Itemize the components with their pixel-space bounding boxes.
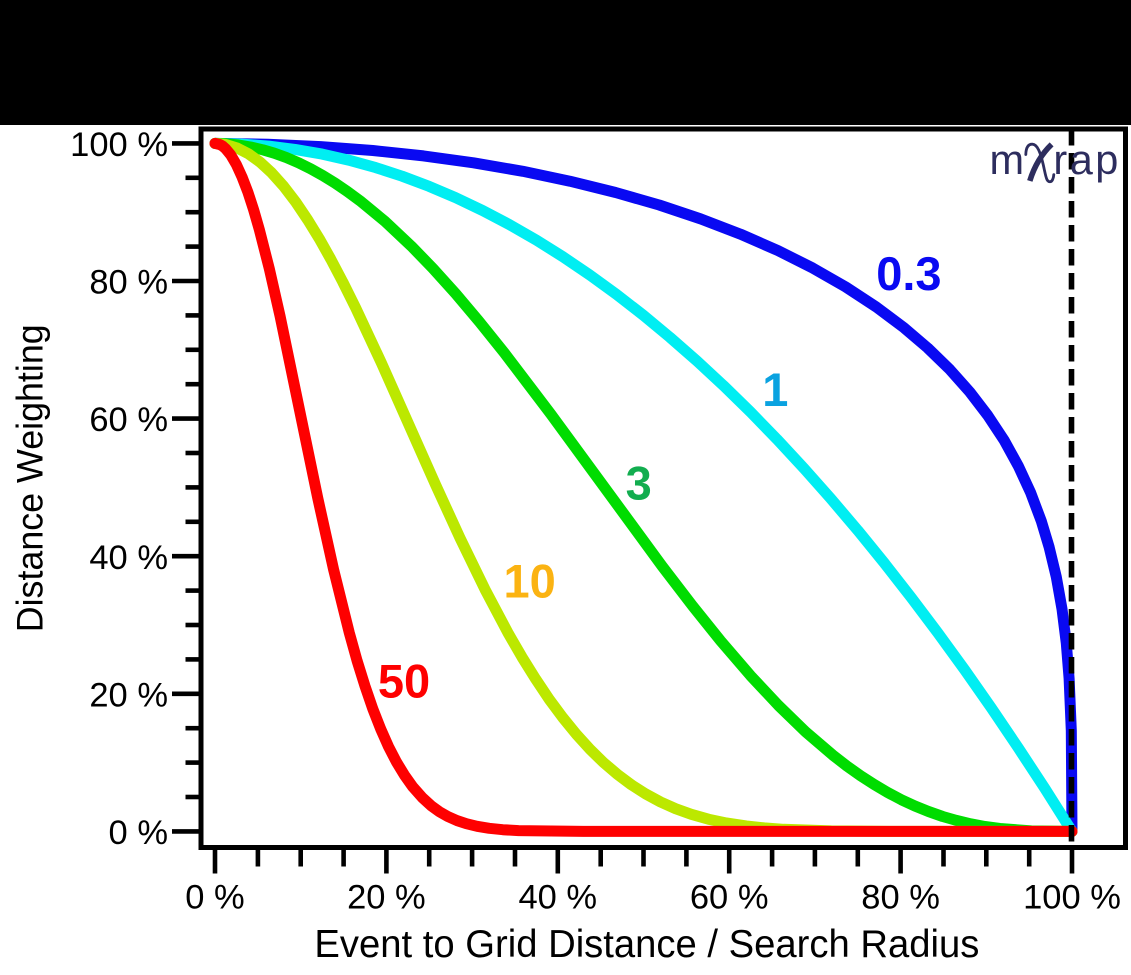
svg-text:20 %: 20 %: [347, 879, 426, 917]
svg-text:0 %: 0 %: [185, 879, 244, 917]
svg-text:100 %: 100 %: [1023, 879, 1121, 917]
svg-text:40 %: 40 %: [518, 879, 597, 917]
svg-text:rap: rap: [1053, 136, 1120, 183]
svg-text:40 %: 40 %: [89, 539, 168, 577]
svg-text:100 %: 100 %: [70, 126, 168, 164]
svg-text:10: 10: [504, 555, 556, 608]
svg-text:50: 50: [378, 654, 430, 707]
svg-text:0.3: 0.3: [876, 247, 941, 300]
svg-text:60 %: 60 %: [89, 401, 168, 439]
svg-text:20 %: 20 %: [89, 676, 168, 714]
svg-text:1: 1: [762, 363, 788, 416]
svg-text:3: 3: [626, 456, 652, 509]
svg-text:m: m: [990, 136, 1025, 183]
svg-text:Distance Weighting: Distance Weighting: [10, 324, 51, 632]
svg-text:80 %: 80 %: [861, 879, 940, 917]
svg-text:80 %: 80 %: [89, 264, 168, 302]
svg-text:Event to Grid Distance / Searc: Event to Grid Distance / Search Radius: [314, 923, 979, 966]
svg-text:0 %: 0 %: [109, 814, 168, 852]
svg-text:60 %: 60 %: [690, 879, 769, 917]
